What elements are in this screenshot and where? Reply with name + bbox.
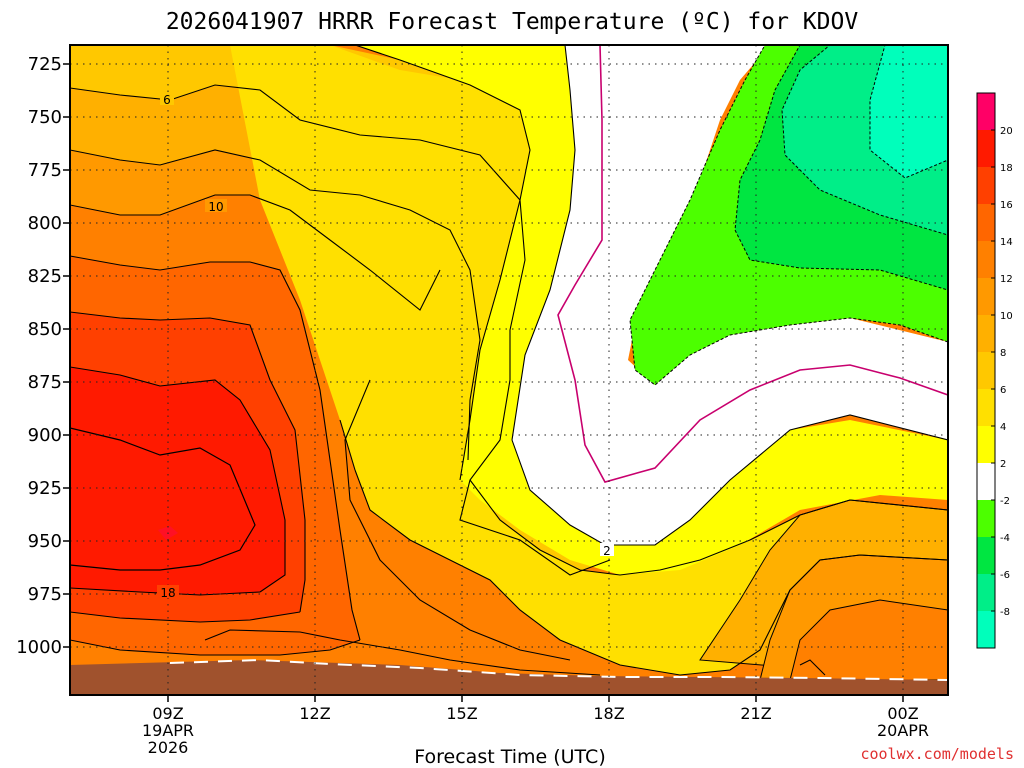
credit-text: coolwx.com/models — [860, 745, 1014, 763]
contour-lines — [70, 45, 948, 676]
plot-frame — [69, 44, 949, 696]
y-tick-label: 925 — [28, 478, 62, 499]
x-tick-label: 2026 — [148, 738, 189, 757]
y-tick-label: 775 — [28, 160, 62, 181]
plot-area — [70, 45, 948, 695]
colorbar-swatch — [977, 130, 995, 167]
colorbar-swatch — [977, 426, 995, 463]
colorbar-label: -8 — [1000, 607, 1010, 618]
colorbar-label: 2 — [1000, 459, 1006, 470]
y-tick-label: 750 — [28, 107, 62, 128]
colorbar-label: -6 — [1000, 570, 1010, 581]
colorbar: 20 18 16 14 12 10 8 6 4 2 -2 -4 -6 -8 — [976, 92, 1013, 649]
contour-label-10: 10 — [208, 200, 223, 214]
colorbar-label: 6 — [1000, 385, 1006, 396]
colorbar-swatch — [977, 463, 995, 500]
y-tick-label: 725 — [28, 54, 62, 75]
contour-label-2: 2 — [603, 544, 611, 558]
x-tick-label: 18Z — [593, 704, 624, 723]
contour-labels: 6 10 18 2 — [157, 92, 614, 600]
contour-label-18: 18 — [160, 586, 175, 600]
y-tick-label: 900 — [28, 425, 62, 446]
y-tick-label: 850 — [28, 319, 62, 340]
colorbar-label: 10 — [1000, 311, 1013, 322]
colorbar-label: -2 — [1000, 496, 1010, 507]
x-tick-label: 19APR — [142, 721, 194, 740]
band-white — [512, 45, 948, 545]
colorbar-label: 12 — [1000, 274, 1013, 285]
band-neg8 — [869, 45, 948, 179]
colorbar-swatch — [977, 315, 995, 352]
x-tick-label: 21Z — [740, 704, 771, 723]
colorbar-label: 20 — [1000, 126, 1013, 137]
y-tick-label: 875 — [28, 372, 62, 393]
x-tick-label: 20APR — [877, 721, 929, 740]
colorbar-swatch — [977, 574, 995, 611]
y-tick-label: 825 — [28, 266, 62, 287]
colorbar-label: 18 — [1000, 163, 1013, 174]
contour-label-6: 6 — [163, 93, 171, 107]
colorbar-swatch — [977, 537, 995, 574]
colorbar-label: 14 — [1000, 237, 1013, 248]
y-tick-label: 800 — [28, 213, 62, 234]
terrain — [70, 660, 948, 695]
zero-contour — [557, 45, 948, 483]
chart-title: 2026041907 HRRR Forecast Temperature (ºC… — [166, 9, 859, 35]
colorbar-swatch — [977, 389, 995, 426]
y-tick-label: 975 — [28, 584, 62, 605]
x-tick-label: 00Z — [887, 704, 918, 723]
colorbar-swatch — [977, 352, 995, 389]
x-tick-label: 15Z — [446, 704, 477, 723]
x-tick-label: 09Z — [152, 704, 183, 723]
band-2-4 — [230, 45, 948, 675]
y-tick-label: 950 — [28, 531, 62, 552]
colorbar-swatch — [977, 500, 995, 537]
colorbar-label: 8 — [1000, 348, 1006, 359]
y-axis: 725 750 775 800 825 850 875 900 925 950 975 1000 — [16, 54, 70, 658]
y-tick-label: 1000 — [16, 637, 62, 658]
colorbar-swatch — [977, 278, 995, 315]
colorbar-swatch — [977, 241, 995, 278]
colorbar-label: -4 — [1000, 533, 1010, 544]
colorbar-frame — [976, 92, 996, 649]
grid — [70, 45, 948, 695]
colorbar-swatch — [977, 93, 995, 130]
band-0-2-yellow — [355, 45, 948, 575]
x-tick-label: 12Z — [299, 704, 330, 723]
colorbar-swatch — [977, 204, 995, 241]
colorbar-label: 4 — [1000, 422, 1006, 433]
colorbar-label: 16 — [1000, 200, 1013, 211]
band-16-18 — [70, 427, 256, 571]
x-axis-label: Forecast Time (UTC) — [414, 746, 605, 768]
band-lower-right-10 — [789, 599, 948, 681]
colorbar-swatch — [977, 167, 995, 204]
colorbar-swatch — [977, 611, 995, 648]
